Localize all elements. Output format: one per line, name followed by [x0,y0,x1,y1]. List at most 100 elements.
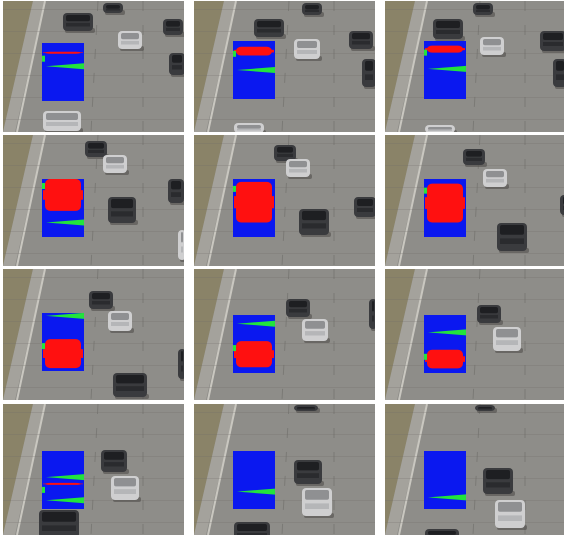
road-texture [194,231,375,232]
road-texture [385,456,564,457]
car [163,19,184,37]
frame-r4-c2 [194,404,375,535]
edge-mask [424,187,427,194]
frame-r3-c1 [3,269,184,400]
road-texture [3,387,184,388]
road-shoulder [194,1,236,132]
road-texture [385,387,564,388]
road-scene [385,1,564,132]
vehicle-mask [234,196,274,209]
road-shoulder [385,269,427,400]
vehicle-mask [43,190,83,200]
road-texture [194,412,375,413]
vehicle-mask [43,52,83,53]
edge-line [398,404,428,535]
car [369,299,375,331]
edge-mask [42,55,45,62]
car [553,59,564,89]
edge-mask [46,497,84,504]
car [540,31,564,53]
road-scene [3,1,184,132]
vehicle-mask [425,197,465,209]
road-texture [385,299,564,300]
road-texture [385,500,564,501]
road-texture [194,277,375,278]
car [111,476,141,502]
edge-mask [428,329,466,336]
road-texture [385,143,564,144]
road-texture [3,365,184,366]
road-scene [194,269,375,400]
car [168,179,184,205]
road-scene [194,1,375,132]
car [234,123,266,132]
road-scene [385,269,564,400]
road-texture [385,231,564,232]
edge-line [398,1,428,132]
car [425,125,457,132]
road-texture [3,500,184,501]
edge-line [398,269,428,400]
edge-line [16,404,46,535]
road-shoulder [3,135,45,266]
road-texture [385,321,564,322]
car [475,405,497,413]
road-texture [385,365,564,366]
frame-r2-c1 [3,135,184,266]
road-texture [385,412,564,413]
road-scene [385,404,564,535]
edge-mask [233,50,236,57]
edge-line [207,404,237,535]
edge-line [207,135,237,266]
car [497,223,529,253]
frame-r1-c1 [3,1,184,132]
road-shoulder [3,269,45,400]
car [362,59,375,89]
road-texture [3,434,184,435]
vehicle-mask [234,350,274,359]
road-scene [194,404,375,535]
edge-mask [233,185,236,192]
car [108,311,134,333]
road-shoulder [3,404,45,535]
road-texture [194,97,375,98]
car [63,13,95,33]
detection-box [424,451,466,509]
road-texture [194,53,375,54]
road-texture [3,9,184,10]
road-texture [194,522,375,523]
road-texture [3,522,184,523]
car [103,3,125,15]
car [294,39,322,61]
car [169,53,184,77]
edge-line [398,135,428,266]
road-texture [194,143,375,144]
edge-mask [42,486,45,493]
frame-r1-c2 [194,1,375,132]
road-texture [194,119,375,120]
road-texture [194,187,375,188]
road-texture [194,31,375,32]
edge-mask [424,49,427,56]
car [495,500,527,530]
road-shoulder [194,404,236,535]
road-texture [3,277,184,278]
detection-box [233,451,275,509]
car [178,349,184,381]
road-texture [385,119,564,120]
car [118,31,144,51]
road-texture [3,53,184,54]
edge-mask [424,353,427,360]
road-shoulder [3,1,45,132]
road-texture [385,75,564,76]
frame-r2-c2 [194,135,375,266]
road-texture [385,31,564,32]
edge-mask [237,488,275,495]
road-texture [385,53,564,54]
edge-line [207,1,237,132]
road-texture [3,119,184,120]
frame-r2-c3 [385,135,564,266]
road-texture [3,412,184,413]
road-shoulder [385,135,427,266]
